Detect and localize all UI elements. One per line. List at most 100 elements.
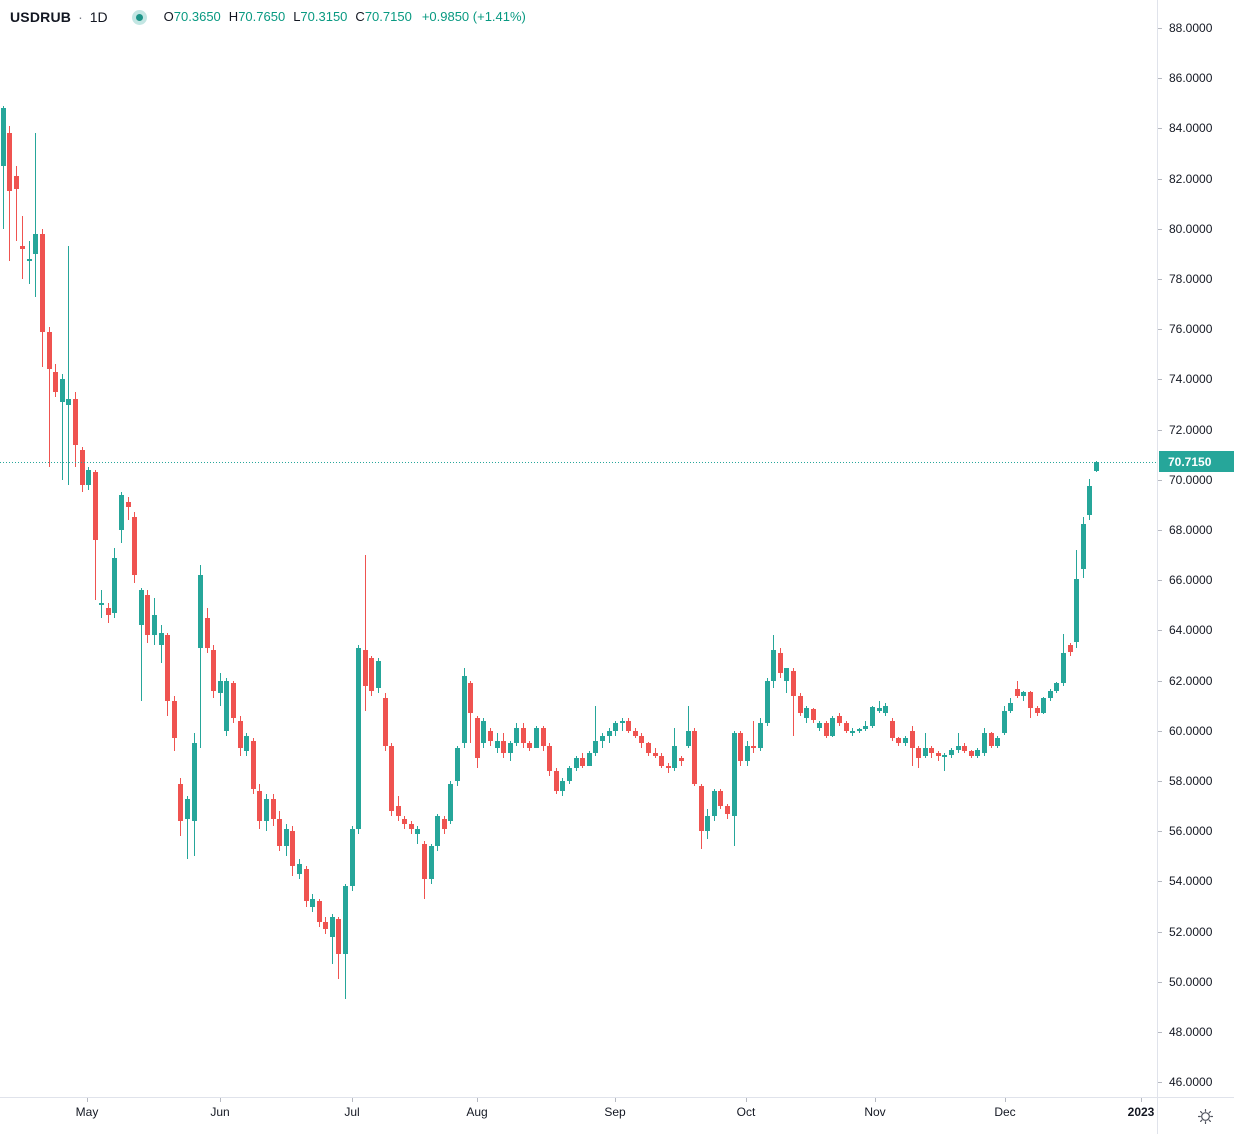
candle-wick[interactable] [29,241,30,284]
candle-body[interactable] [1035,708,1040,713]
candle-body[interactable] [1015,689,1020,696]
candle-body[interactable] [903,738,908,743]
candle-body[interactable] [317,901,322,922]
candle-body[interactable] [178,784,183,821]
candle-body[interactable] [330,917,335,937]
candle-body[interactable] [152,615,157,635]
candle-wick[interactable] [793,668,794,736]
candle-body[interactable] [975,750,980,756]
candle-body[interactable] [712,791,717,816]
candle-body[interactable] [626,721,631,731]
candle-wick[interactable] [49,327,50,467]
candle-body[interactable] [415,829,420,834]
candle-wick[interactable] [141,588,142,701]
candle-body[interactable] [1021,692,1026,696]
candle-body[interactable] [336,919,341,954]
candle-body[interactable] [455,748,460,781]
candle-body[interactable] [251,741,256,789]
candle-body[interactable] [481,721,486,743]
candle-body[interactable] [969,751,974,756]
candle-body[interactable] [725,806,730,814]
candle-body[interactable] [877,708,882,711]
candle-body[interactable] [350,829,355,886]
candle-body[interactable] [916,748,921,758]
candle-body[interactable] [758,723,763,748]
candle-body[interactable] [145,595,150,635]
candle-body[interactable] [514,728,519,743]
candle-body[interactable] [547,746,552,771]
candle-body[interactable] [870,707,875,726]
candle-wick[interactable] [417,826,418,844]
candle-body[interactable] [14,176,19,189]
price-axis[interactable]: 70.7150 88.0000 86.0000 84.0000 82.0000 80.0… [1157,0,1234,1134]
candle-wick[interactable] [332,914,333,964]
candle-body[interactable] [1041,698,1046,713]
candle-body[interactable] [429,846,434,879]
candle-body[interactable] [172,701,177,738]
candle-body[interactable] [817,723,822,728]
candle-body[interactable] [159,633,164,645]
candle-body[interactable] [1008,703,1013,711]
candle-body[interactable] [607,731,612,736]
candle-body[interactable] [784,668,789,681]
candle-body[interactable] [27,259,32,261]
candle-body[interactable] [192,743,197,821]
candle-body[interactable] [844,723,849,731]
candle-body[interactable] [738,733,743,761]
candle-body[interactable] [811,709,816,720]
candle-body[interactable] [672,746,677,768]
candle-wick[interactable] [925,733,926,758]
candle-body[interactable] [534,728,539,748]
candle-body[interactable] [126,502,131,507]
candle-body[interactable] [198,575,203,648]
time-axis[interactable]: May Jun Jul Aug Sep Oct Nov Dec 2023 [0,1097,1234,1134]
candle-body[interactable] [942,755,947,757]
candle-wick[interactable] [128,497,129,520]
candle-body[interactable] [99,603,104,605]
candle-body[interactable] [580,758,585,766]
candle-body[interactable] [653,753,658,756]
candle-body[interactable] [53,372,58,392]
candle-body[interactable] [1061,653,1066,683]
candle-body[interactable] [1074,579,1079,642]
candle-body[interactable] [830,718,835,736]
candle-body[interactable] [389,746,394,811]
candle-body[interactable] [923,748,928,756]
candle-body[interactable] [705,816,710,831]
candle-wick[interactable] [879,701,880,713]
candle-body[interactable] [402,819,407,824]
candle-body[interactable] [297,864,302,874]
candle-body[interactable] [765,681,770,723]
candle-body[interactable] [850,731,855,733]
candle-body[interactable] [310,899,315,907]
candle-wick[interactable] [9,126,10,261]
candle-body[interactable] [304,869,309,901]
candle-body[interactable] [751,746,756,748]
candle-body[interactable] [343,886,348,954]
candlestick-plot[interactable] [0,0,1157,1097]
candle-body[interactable] [982,733,987,753]
candle-body[interactable] [587,753,592,766]
candle-body[interactable] [409,824,414,829]
candle-body[interactable] [995,738,1000,746]
candle-body[interactable] [7,133,12,191]
candle-body[interactable] [211,650,216,691]
candle-body[interactable] [633,731,638,736]
candle-body[interactable] [119,495,124,530]
candle-body[interactable] [33,234,38,254]
candle-body[interactable] [686,731,691,746]
candle-body[interactable] [659,756,664,766]
candle-body[interactable] [837,716,842,723]
candle-body[interactable] [1048,691,1053,698]
candle-body[interactable] [284,829,289,846]
candle-body[interactable] [593,741,598,753]
candle-body[interactable] [863,726,868,729]
candle-body[interactable] [244,736,249,751]
candle-wick[interactable] [16,166,17,241]
candle-body[interactable] [139,590,144,625]
candle-body[interactable] [165,635,170,701]
candle-wick[interactable] [753,721,754,753]
candle-body[interactable] [521,728,526,743]
candle-body[interactable] [798,696,803,713]
candle-body[interactable] [40,234,45,332]
